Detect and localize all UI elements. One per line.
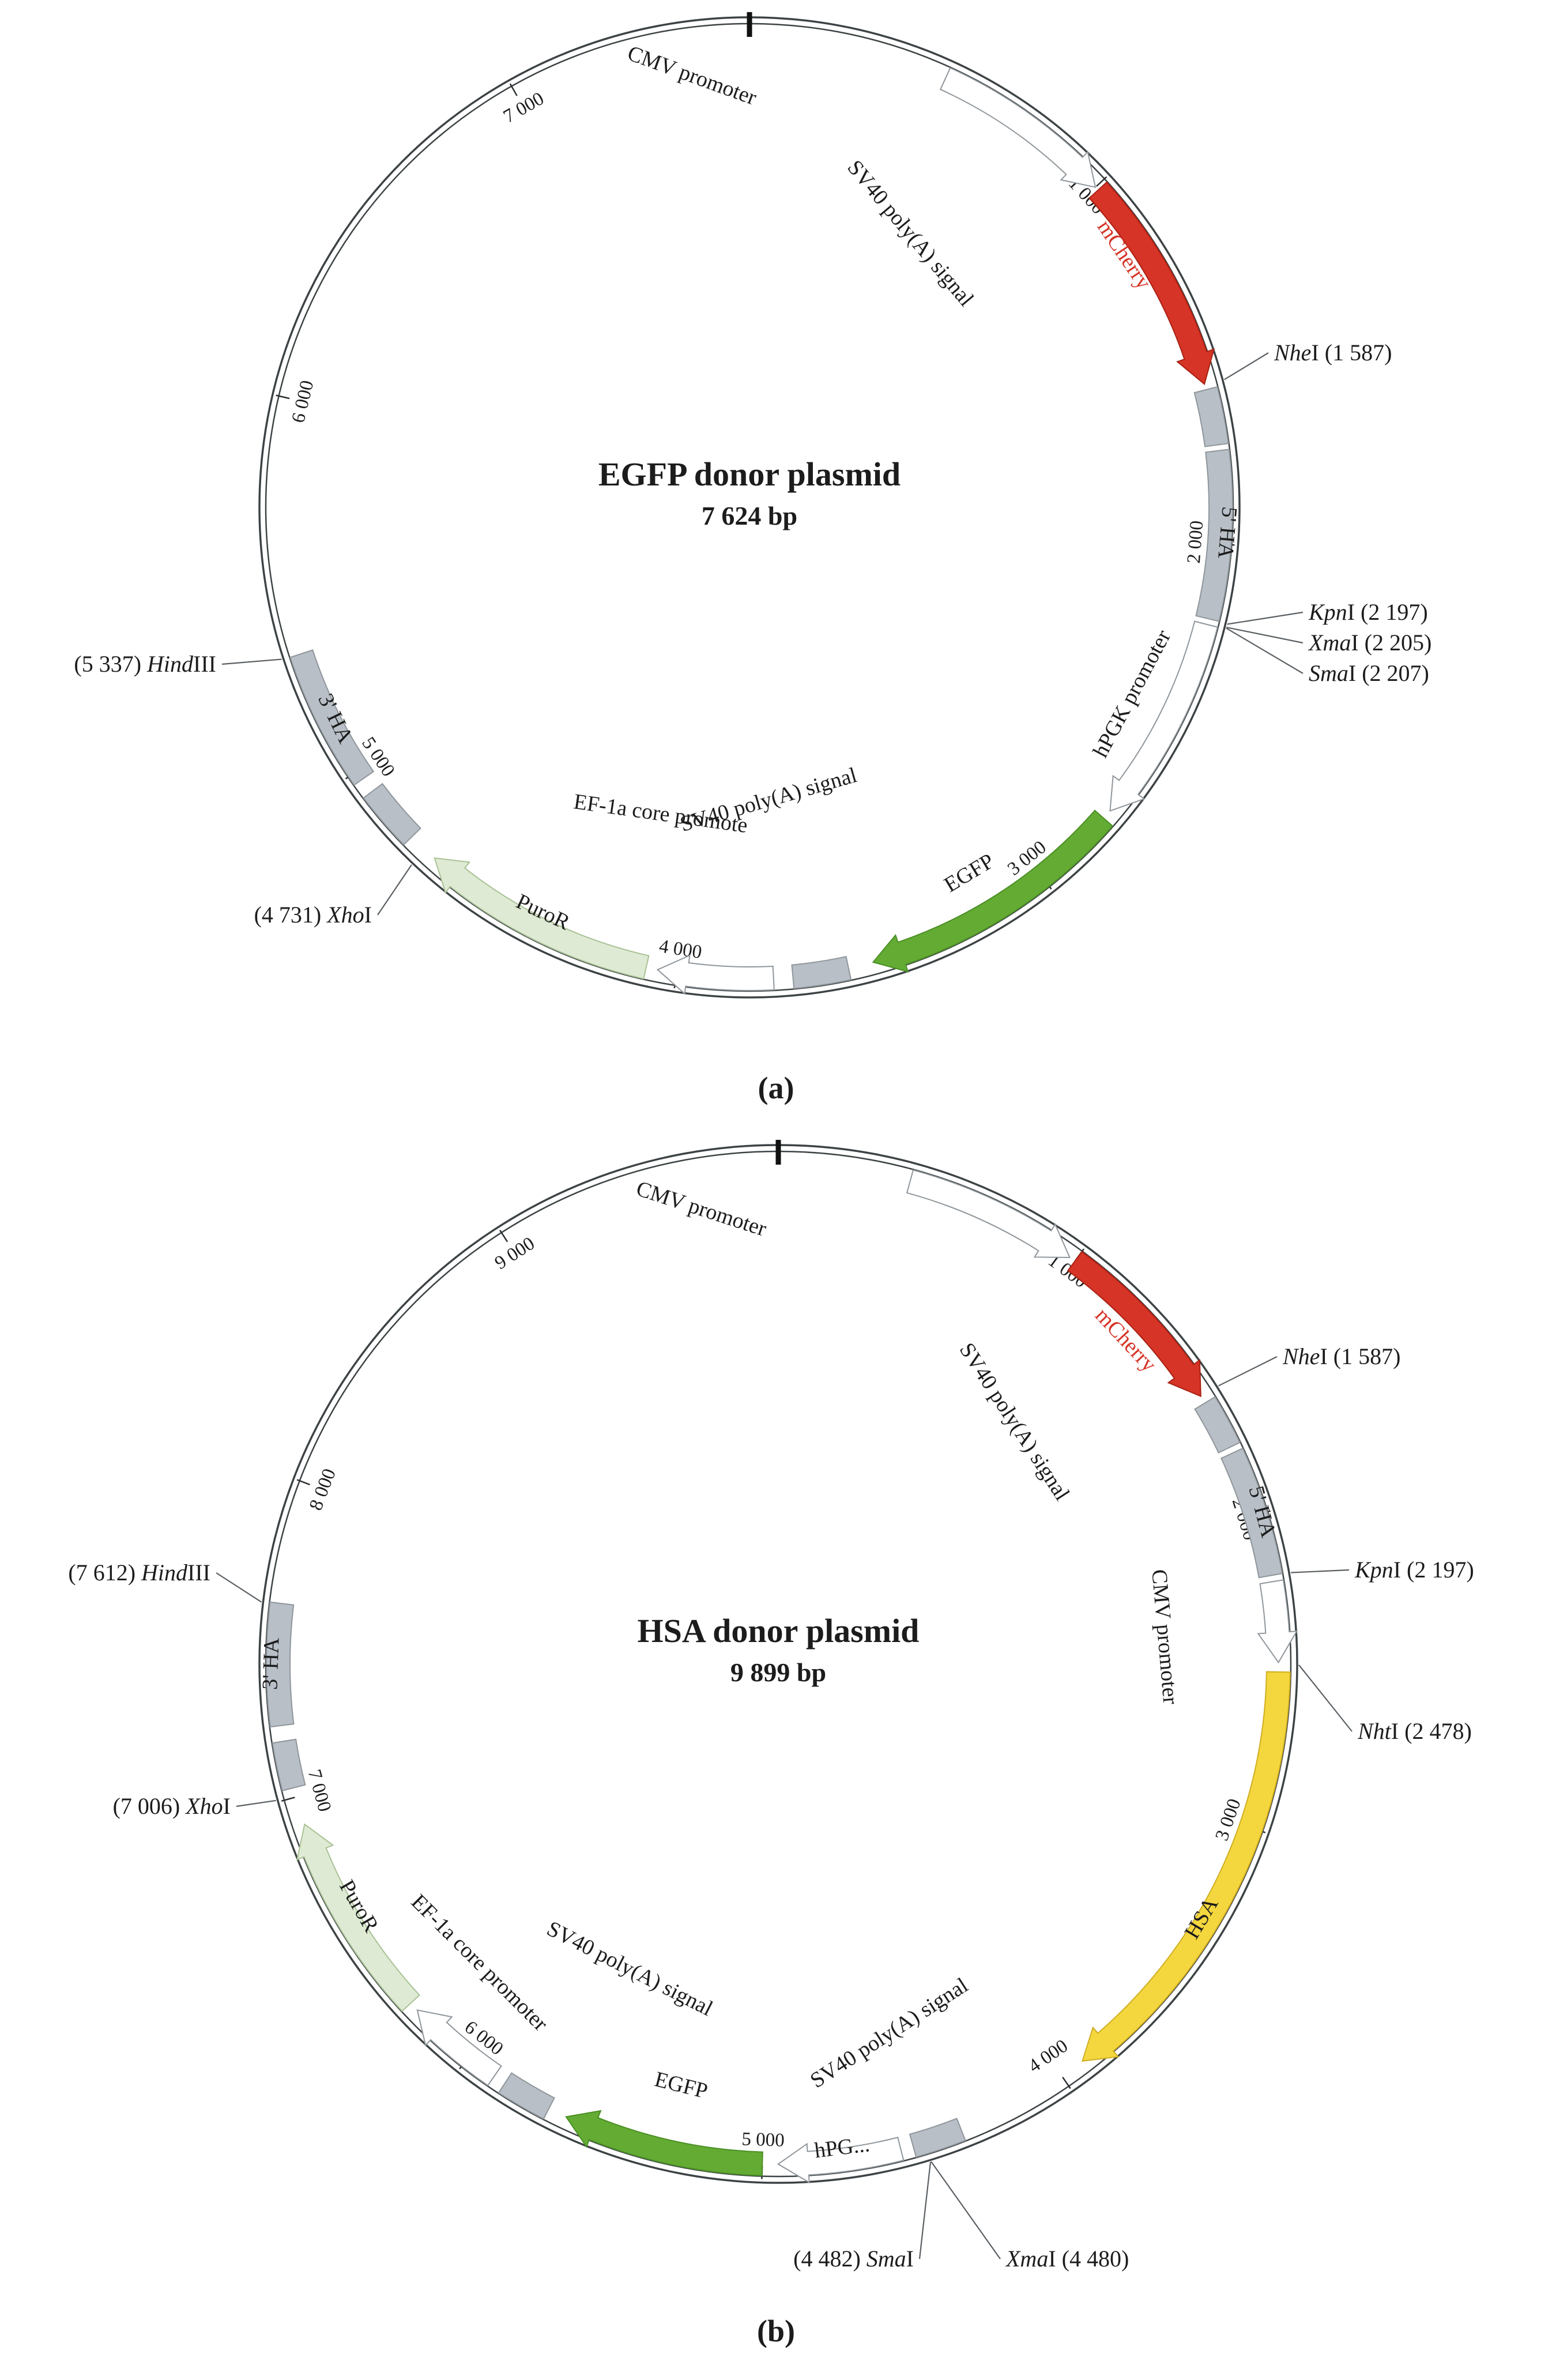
feature-puror: [296, 1823, 420, 2012]
feature-hpg-promoter: [777, 2137, 905, 2184]
site-leader-xhoi: [377, 864, 412, 916]
feature-ef1a-core-promoter: [656, 954, 775, 995]
tick-label-6000: 6 000: [288, 378, 318, 425]
tick-label-2000: 2 000: [1184, 520, 1208, 564]
feature-label-egfp: EGFP: [652, 2067, 710, 2103]
site-leader-xmai: [931, 2161, 1001, 2260]
feature-hpgk-promoter: [1109, 620, 1219, 812]
tick-label-7000: 7 000: [500, 88, 547, 127]
site-label-hindiii: (5 337) HindIII: [74, 651, 216, 677]
feature-five-prime-ha: [1195, 449, 1233, 622]
site-leader-kpni: [1227, 611, 1304, 625]
site-label-smai: (4 482) SmaI: [793, 2246, 914, 2272]
feature-label-three-prime-ha: 3' HA: [258, 1637, 284, 1690]
site-leader-kpni: [1290, 1569, 1350, 1573]
feature-sv40-polya-3: [498, 2072, 555, 2120]
feature-mcherry: [1088, 181, 1215, 386]
feature-cmv-promoter: [939, 67, 1097, 189]
restriction-sites: NheI (1 587) KpnI (2 197) NhtI (2 478) XmaI…: [68, 1343, 1474, 2272]
tick-label-5000: 5 000: [741, 2129, 785, 2151]
feature-puror: [434, 857, 650, 980]
site-label-hindiii: (7 612) HindIII: [68, 1560, 210, 1586]
feature-label-sv40-polya-2: SV40 poly(A) signal: [806, 1973, 972, 2093]
site-leader-nhei: [1218, 1356, 1278, 1387]
caption-b: (b): [757, 2314, 795, 2348]
features: [266, 1169, 1298, 2184]
site-leader-smai: [918, 2161, 932, 2260]
feature-label-egfp: EGFP: [940, 849, 998, 897]
caption-a: (a): [758, 1071, 794, 1105]
site-label-xmai: XmaI (4 480): [1005, 2246, 1129, 2272]
feature-egfp: [872, 809, 1114, 973]
site-leader-nhei: [1224, 352, 1269, 381]
feature-cmv-promoter: [906, 1169, 1071, 1259]
feature-mcherry: [1067, 1251, 1201, 1398]
site-leader-hindiii: [216, 1572, 262, 1603]
tick-4000: [1062, 2077, 1071, 2089]
restriction-sites: NheI (1 587) KpnI (2 197) XmaI (2 205) SmaI…: [74, 340, 1432, 928]
site-label-smai: SmaI (2 207): [1309, 660, 1429, 686]
site-label-nhei: NheI (1 587): [1274, 340, 1392, 366]
features: [289, 67, 1233, 995]
feature-hsa: [1081, 1671, 1291, 2062]
site-label-xmai: XmaI (2 205): [1308, 630, 1432, 656]
feature-label-five-prime-ha: 5' HA: [1213, 506, 1242, 560]
site-label-kpni: KpnI (2 197): [1354, 1557, 1474, 1583]
site-leader-xmai: [1226, 626, 1304, 644]
site-label-xhoi: (4 731) XhoI: [254, 902, 372, 928]
feature-three-prime-ha-box: [272, 1738, 306, 1792]
feature-five-prime-ha: [1220, 1447, 1283, 1579]
feature-label-sv40-polya-1: SV40 poly(A) signal: [955, 1339, 1075, 1505]
site-label-kpni: KpnI (2 197): [1308, 599, 1428, 625]
tick-6000: [276, 394, 290, 400]
site-leader-xhoi: [236, 1799, 276, 1807]
tick-8000: [296, 1479, 310, 1486]
plasmid-map-a: 1 000 2 000 3 000 4 000 5 000 6 000 7 000 CMV p…: [0, 0, 1552, 1067]
tick-1000: [1095, 176, 1108, 187]
plasmid-size-b: 9 899 bp: [730, 1658, 826, 1687]
feature-label-sv40-polya-3: SV40 poly(A) signal: [543, 1916, 717, 2021]
feature-three-prime-ha-box: [363, 782, 421, 846]
feature-label-sv40-polya-1: SV40 poly(A) signal: [842, 156, 978, 311]
tick-7000: [281, 1797, 295, 1802]
site-leader-smai: [1226, 627, 1304, 674]
plasmid-title-b: HSA donor plasmid: [638, 1612, 920, 1650]
plasmid-size-a: 7 624 bp: [702, 501, 797, 530]
plasmid-title-a: EGFP donor plasmid: [598, 455, 901, 493]
site-label-nhti: NhtI (2 478): [1357, 1718, 1472, 1744]
feature-ef1a-core-promoter: [416, 2009, 502, 2087]
tick-label-9000: 9 000: [491, 1233, 538, 1274]
feature-sv40-polya-1: [1194, 1396, 1241, 1453]
tick-7000: [509, 83, 518, 96]
feature-three-prime-ha: [289, 649, 375, 786]
site-label-xhoi: (7 006) XhoI: [113, 1793, 231, 1819]
site-leader-nhti: [1298, 1665, 1353, 1732]
tick-label-8000: 8 000: [306, 1466, 340, 1513]
tick-label-4000: 4 000: [658, 936, 703, 963]
feature-label-cmv-promoter: CMV promoter: [624, 41, 760, 110]
tick-label-4000: 4 000: [1024, 2036, 1072, 2077]
tick-9000: [499, 1229, 508, 1242]
feature-egfp: [565, 2110, 763, 2176]
feature-sv40-polya-1: [1193, 386, 1229, 447]
feature-label-cmv-promoter-2: CMV promoter: [1147, 1568, 1182, 1705]
site-label-nhei: NheI (1 587): [1282, 1343, 1400, 1369]
feature-sv40-polya-2: [791, 956, 852, 989]
feature-label-cmv-promoter: CMV promoter: [633, 1176, 770, 1241]
feature-cmv-promoter-2: [1257, 1579, 1298, 1664]
feature-three-prime-ha: [266, 1601, 295, 1728]
feature-sv40-polya-2: [909, 2118, 966, 2158]
tick-label-7000: 7 000: [304, 1767, 335, 1814]
feature-label-ef1a-core-promoter: EF-1a core promote: [572, 789, 749, 838]
site-leader-hindiii: [221, 658, 282, 665]
